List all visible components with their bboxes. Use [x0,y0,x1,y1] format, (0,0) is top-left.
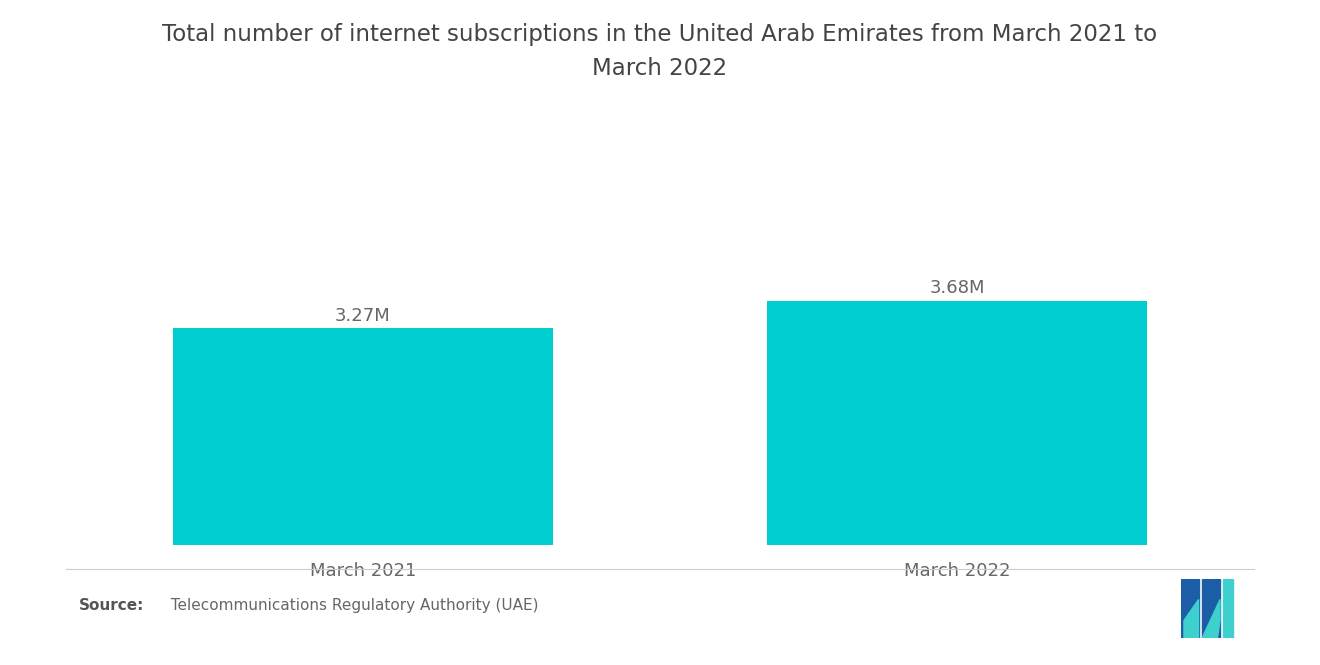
Text: 3.68M: 3.68M [929,279,985,297]
Polygon shape [1222,579,1233,638]
Polygon shape [1181,579,1199,638]
Polygon shape [1203,579,1220,638]
Polygon shape [1184,600,1199,638]
Polygon shape [1203,600,1220,638]
Text: Source:: Source: [79,598,145,612]
Text: 3.27M: 3.27M [335,307,391,325]
Bar [173,328,553,545]
Bar [767,301,1147,545]
Text: March 2022: March 2022 [593,57,727,80]
Text: Total number of internet subscriptions in the United Arab Emirates from March 20: Total number of internet subscriptions i… [162,23,1158,47]
Text: Telecommunications Regulatory Authority (UAE): Telecommunications Regulatory Authority … [161,598,539,612]
